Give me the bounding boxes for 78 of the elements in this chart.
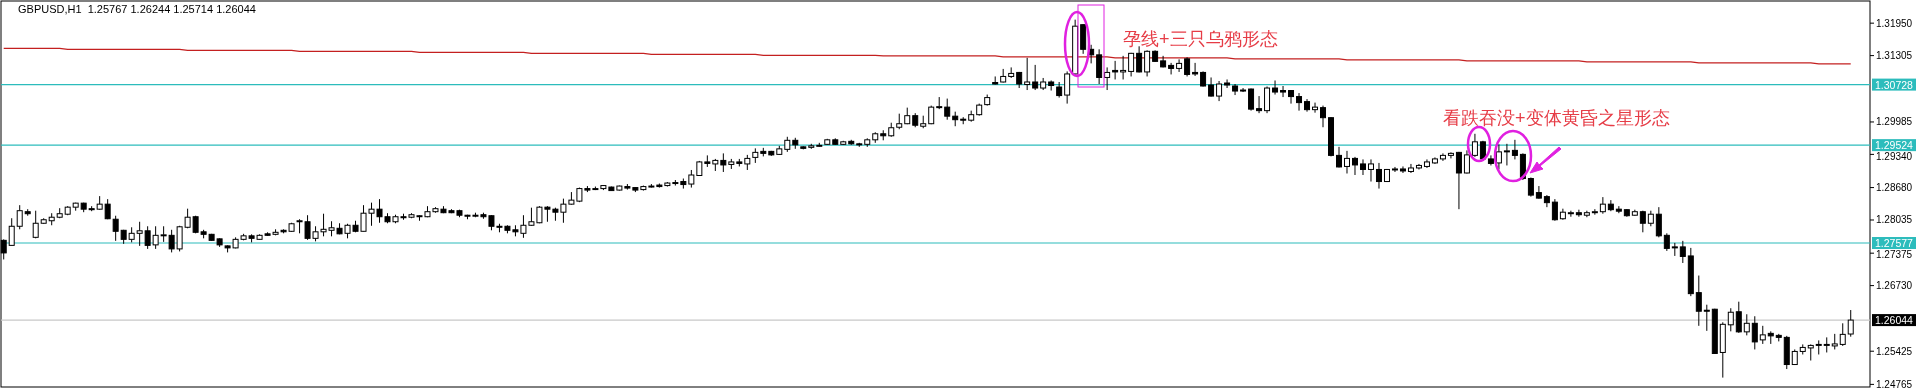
- candlestick: [1471, 133, 1478, 158]
- candlestick: [1344, 150, 1350, 174]
- candlestick: [1727, 307, 1734, 332]
- candlestick: [1575, 209, 1582, 218]
- y-tick-label: 1.29340: [1876, 151, 1913, 163]
- candlestick: [1248, 88, 1255, 112]
- candlestick: [1847, 309, 1854, 338]
- candlestick: [1272, 79, 1279, 96]
- candlestick: [1455, 151, 1462, 210]
- candlestick: [1296, 92, 1303, 112]
- candlestick: [720, 152, 727, 173]
- candlestick: [112, 215, 119, 242]
- candlestick: [1032, 64, 1039, 91]
- candlestick: [1615, 205, 1622, 214]
- candlestick: [1352, 156, 1358, 176]
- candlestick: [1751, 315, 1758, 350]
- candlestick: [8, 217, 15, 246]
- candlestick: [16, 204, 23, 230]
- candlestick: [1567, 210, 1574, 218]
- candlestick: [1280, 85, 1287, 98]
- candlestick: [1735, 301, 1742, 334]
- candlestick: [1463, 149, 1470, 174]
- ref-label: 1.30728: [1872, 78, 1916, 91]
- candlestick: [1184, 56, 1191, 77]
- candlestick: [1551, 198, 1558, 222]
- candlestick: [1312, 102, 1319, 114]
- candlestick: [1591, 208, 1598, 216]
- candlestick: [1096, 48, 1103, 85]
- chart-title: GBPUSD,H1 1.25767 1.26244 1.25714 1.26044: [18, 3, 256, 15]
- candlestick: [1208, 76, 1215, 98]
- candlestick: [1375, 162, 1382, 190]
- y-tick-label: 1.28035: [1876, 214, 1913, 226]
- candlestick: [1599, 196, 1606, 215]
- candlestick: [1264, 86, 1271, 114]
- candlestick: [1447, 151, 1454, 159]
- candlestick: [1224, 78, 1231, 89]
- candlestick: [1256, 95, 1263, 114]
- annotation: 孕线+三只乌鸦形态: [1123, 29, 1278, 49]
- y-tick-label: 1.31305: [1876, 50, 1913, 62]
- candlestick: [1120, 55, 1127, 80]
- y-tick-label: 1.26730: [1876, 280, 1913, 292]
- candlestick: [1607, 199, 1614, 212]
- candlestick: [1503, 143, 1510, 166]
- ref-label: 1.29524: [1872, 139, 1916, 152]
- candlestick: [1024, 57, 1031, 91]
- candlestick: [1112, 60, 1119, 80]
- y-tick-label: 1.24765: [1876, 378, 1913, 389]
- candlestick: [1176, 58, 1183, 73]
- candlestick: [1064, 70, 1071, 105]
- y-tick-label: 1.27375: [1876, 249, 1913, 261]
- candlestick: [1535, 185, 1542, 200]
- candlestick: [1495, 143, 1502, 170]
- candlestick: [1703, 304, 1710, 332]
- y-tick-label: 1.29985: [1876, 116, 1913, 128]
- candlestick: [1695, 275, 1702, 327]
- candlestick: [1367, 158, 1374, 183]
- candlestick: [32, 210, 39, 239]
- candlestick: [1655, 206, 1662, 238]
- ref-label: 1.26044: [1872, 314, 1916, 327]
- candlestick: [1839, 322, 1846, 347]
- candlestick: [1511, 139, 1518, 160]
- candlestick: [1192, 62, 1199, 77]
- candlestick: [944, 98, 951, 121]
- y-tick-label: 1.31950: [1876, 17, 1913, 29]
- candlestick: [1336, 146, 1342, 168]
- y-tick-label: 1.28680: [1876, 182, 1913, 194]
- candlestick: [1144, 49, 1151, 77]
- candlestick: [1743, 313, 1750, 336]
- candlestick: [1759, 325, 1766, 345]
- candlestick: [1359, 158, 1366, 176]
- candlestick: [1168, 62, 1175, 75]
- candlestick: [1320, 105, 1327, 128]
- ref-label: 1.27577: [1872, 237, 1916, 249]
- candlestick: [1288, 89, 1295, 105]
- y-tick-label: 1.25425: [1876, 345, 1913, 357]
- candlestick: [1216, 80, 1223, 102]
- candlestick: [1679, 240, 1686, 264]
- annotation: 看跌吞没+变体黄昏之星形态: [1443, 108, 1670, 128]
